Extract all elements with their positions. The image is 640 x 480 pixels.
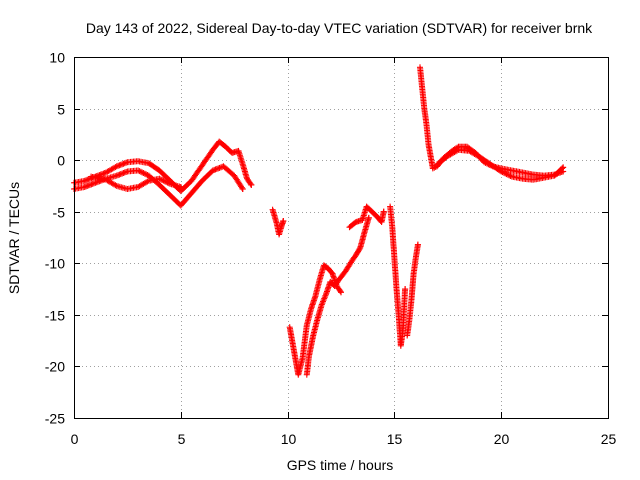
data-point [507, 173, 514, 179]
data-point [81, 184, 88, 190]
y-axis-label: SDTVAR / TECUs [6, 182, 22, 294]
data-point [89, 180, 96, 187]
data-point [504, 171, 511, 178]
data-point [135, 167, 142, 174]
data-point [144, 178, 151, 185]
x-tick-label: 0 [71, 431, 79, 447]
x-axis-label: GPS time / hours [287, 457, 394, 473]
data-point [112, 164, 119, 171]
data-point [499, 169, 506, 176]
data-point [338, 289, 344, 296]
data-point [356, 246, 363, 252]
data-point [318, 301, 325, 308]
data-point [380, 208, 387, 215]
axis-ticks [74, 57, 609, 419]
data-point [159, 177, 166, 183]
data-point [238, 184, 245, 191]
data-point [161, 178, 168, 185]
x-tick-label: 10 [281, 431, 297, 447]
data-point [503, 171, 510, 178]
data-point [136, 168, 143, 175]
data-point [500, 169, 507, 176]
y-tick-label: -5 [53, 205, 66, 221]
x-tick-label: 5 [178, 431, 186, 447]
data-point [498, 168, 505, 175]
x-tick-label: 15 [387, 431, 403, 447]
data-point [431, 164, 438, 171]
data-point [83, 177, 89, 184]
x-tick-labels: 0 5 10 15 20 25 [71, 431, 617, 447]
y-tick-label: -20 [45, 359, 65, 375]
data-point [506, 172, 513, 179]
data-point [165, 180, 172, 187]
data-point [209, 167, 216, 174]
y-tick-label: -25 [45, 411, 65, 427]
data-points [71, 64, 567, 378]
data-point [414, 241, 421, 248]
data-point [337, 287, 344, 294]
data-point [139, 169, 146, 176]
data-point [141, 170, 148, 177]
data-point [119, 170, 126, 177]
data-point [280, 218, 287, 224]
y-tick-label: -15 [45, 308, 65, 324]
data-point [160, 177, 167, 184]
data-point [140, 170, 147, 176]
data-point [100, 170, 107, 177]
y-tick-label: -10 [45, 256, 65, 272]
data-point [143, 171, 150, 178]
data-point [239, 186, 246, 192]
data-point [321, 295, 328, 302]
data-point [137, 168, 144, 175]
data-point [248, 181, 255, 188]
y-tick-label: 5 [57, 102, 65, 118]
data-point [112, 182, 119, 189]
y-tick-labels: -25 -20 -15 -10 -5 0 5 10 [45, 50, 65, 427]
data-point [164, 179, 171, 186]
data-point [402, 286, 409, 293]
data-point [163, 178, 170, 185]
data-point [120, 160, 127, 167]
data-point [559, 165, 566, 172]
data-point [247, 180, 254, 187]
data-point [177, 184, 184, 190]
data-point [560, 164, 567, 171]
data-point [365, 214, 372, 221]
grid-lines [74, 57, 608, 418]
data-point [157, 176, 164, 183]
plot-frame [74, 57, 609, 419]
x-tick-label: 25 [601, 431, 617, 447]
chart-title: Day 143 of 2022, Sidereal Day-to-day VTE… [86, 20, 593, 36]
data-point [156, 175, 163, 182]
data-point [502, 170, 509, 177]
x-tick-label: 20 [494, 431, 510, 447]
y-tick-label: 0 [57, 153, 65, 169]
y-tick-label: 10 [49, 50, 65, 66]
